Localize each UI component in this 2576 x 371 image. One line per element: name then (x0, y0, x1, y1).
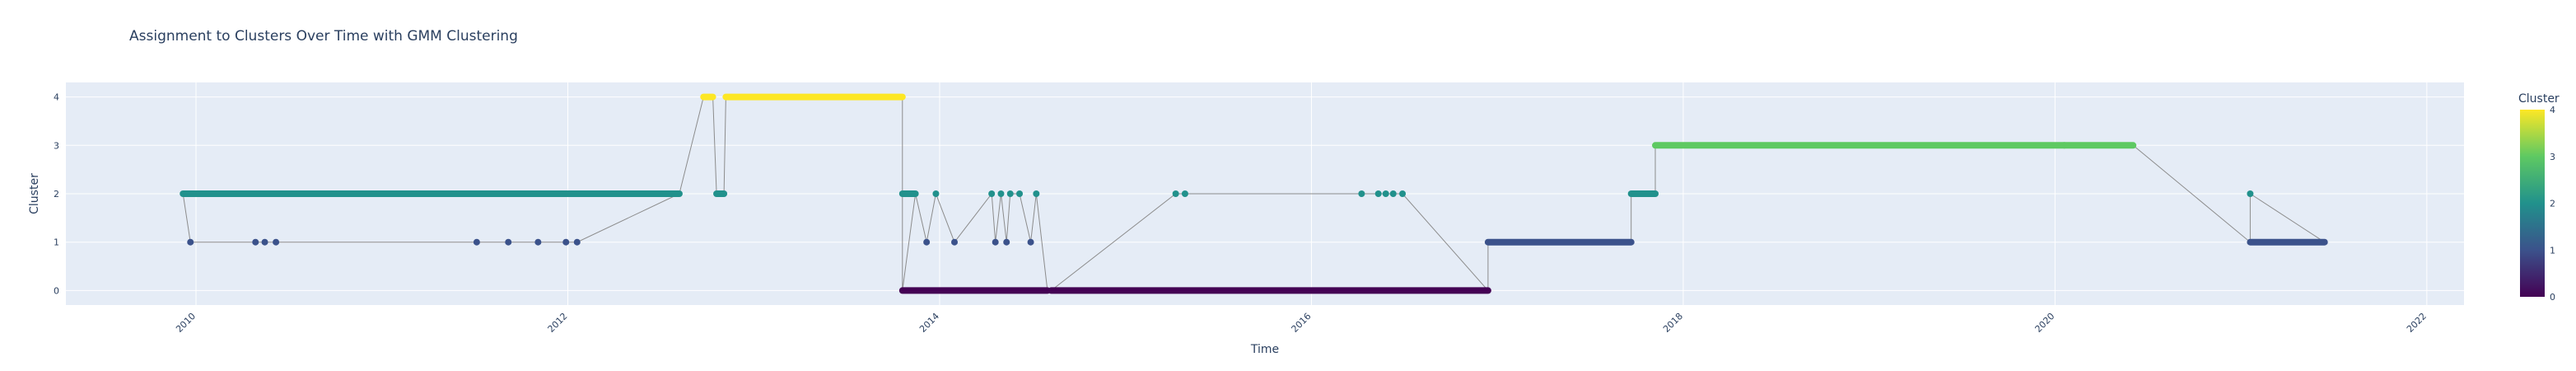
y-axis-title: Cluster (28, 173, 41, 214)
cluster-point (923, 238, 931, 246)
cluster-point (534, 238, 542, 246)
colorbar (2520, 110, 2545, 297)
x-tick-label: 2022 (2405, 311, 2429, 335)
cluster-point (1172, 190, 1179, 197)
cluster-point (1006, 190, 1014, 197)
cluster-point (1027, 238, 1034, 246)
colorbar-tick-label: 3 (2550, 152, 2555, 162)
colorbar-tick-label: 0 (2550, 292, 2555, 303)
cluster-point (988, 190, 996, 197)
y-tick-label: 0 (54, 285, 59, 296)
cluster-segments (180, 93, 2328, 294)
cluster-point (1181, 190, 1188, 197)
colorbar-tick-label: 1 (2550, 245, 2555, 256)
cluster-point (1016, 190, 1024, 197)
cluster-point (1033, 190, 1040, 197)
x-tick-label: 2020 (2033, 311, 2057, 335)
cluster-point (187, 238, 194, 246)
cluster-point (1003, 238, 1010, 246)
chart-title: Assignment to Clusters Over Time with GM… (129, 28, 518, 45)
cluster-point (252, 238, 259, 246)
y-tick-label: 4 (54, 92, 59, 103)
cluster-point (573, 238, 581, 246)
cluster-point (1358, 190, 1365, 197)
cluster-point (1382, 190, 1389, 197)
colorbar-tick-label: 4 (2550, 105, 2555, 115)
y-tick-label: 3 (54, 140, 59, 151)
x-tick-label: 2018 (1661, 311, 1685, 335)
cluster-point (261, 238, 268, 246)
x-axis-title: Time (1250, 343, 1279, 356)
y-axis-ticks: 0 1 2 3 4 (54, 92, 59, 297)
cluster-point (505, 238, 512, 246)
cluster-point (1399, 190, 1407, 197)
x-axis-ticks: 2010 2012 2014 2016 2018 2020 2022 (174, 311, 2429, 335)
cluster-point (2247, 190, 2254, 197)
cluster-point (562, 238, 570, 246)
x-tick-label: 2014 (917, 311, 941, 335)
y-tick-label: 2 (54, 189, 59, 200)
colorbar-ticks: 0 1 2 3 4 (2550, 105, 2555, 303)
colorbar-title: Cluster (2518, 92, 2560, 106)
colorbar-tick-label: 2 (2550, 199, 2555, 209)
x-tick-label: 2010 (174, 311, 198, 335)
cluster-point (1374, 190, 1382, 197)
x-tick-label: 2012 (546, 311, 570, 335)
y-tick-label: 1 (54, 237, 59, 248)
cluster-points (187, 190, 2254, 246)
cluster-point (273, 238, 280, 246)
cluster-point (992, 238, 999, 246)
cluster-point (473, 238, 480, 246)
cluster-point (1389, 190, 1397, 197)
x-tick-label: 2016 (1290, 311, 1314, 335)
cluster-point (997, 190, 1005, 197)
cluster-point (932, 190, 940, 197)
cluster-point (951, 238, 959, 246)
